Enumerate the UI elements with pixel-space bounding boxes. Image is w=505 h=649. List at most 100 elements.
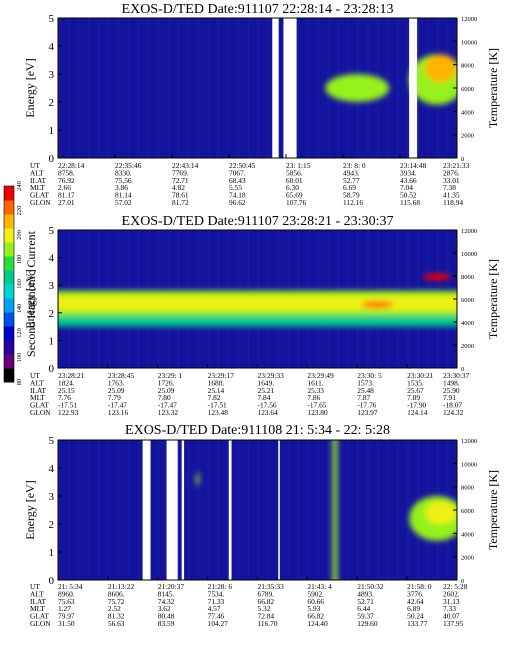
texture-stripe <box>403 18 406 158</box>
orbit-value: 1611. <box>307 378 324 387</box>
data-gap <box>409 18 418 158</box>
orbit-value: 27.01 <box>58 198 75 207</box>
texture-stripe <box>117 440 120 580</box>
orbit-value: 1535. <box>407 378 424 387</box>
orbit-value: 123.32 <box>158 408 179 417</box>
y-tick-label: 5 <box>49 225 55 237</box>
texture-stripe <box>131 440 133 580</box>
orbit-value: 21:35:33 <box>258 582 285 591</box>
orbit-value: 104.27 <box>208 619 229 628</box>
texture-stripe <box>207 18 210 158</box>
orbit-value: 7.76 <box>58 393 71 402</box>
texture-stripe <box>284 440 286 580</box>
y-tick-label: 1 <box>49 547 55 559</box>
orbit-value: 81.72 <box>172 198 189 207</box>
texture-stripe <box>144 18 147 158</box>
plot-area <box>58 18 457 158</box>
texture-stripe <box>260 18 263 158</box>
orbit-row-label: MLT <box>30 393 45 402</box>
y-tick-label: 1 <box>49 125 55 137</box>
orbit-value: 25.90 <box>443 386 460 395</box>
texture-stripe <box>164 440 167 580</box>
orbit-value: 83.59 <box>158 619 175 628</box>
orbit-value: 31.50 <box>58 619 75 628</box>
colorbar-segment <box>4 326 14 341</box>
orbit-value: 21:28: 6 <box>208 582 233 591</box>
orbit-value: 2.66 <box>58 183 71 192</box>
texture-stripe <box>247 18 250 158</box>
texture-stripe <box>407 440 409 580</box>
orbit-value: 1649. <box>258 378 275 387</box>
texture-stripe <box>197 18 200 158</box>
orbit-value: 4893. <box>357 589 374 598</box>
texture-stripe <box>194 18 196 158</box>
texture-stripe <box>247 440 250 580</box>
orbit-value: 123.48 <box>208 408 229 417</box>
texture-stripe <box>324 440 326 580</box>
texture-stripe <box>58 18 60 158</box>
plot-background <box>58 440 457 580</box>
y2-axis-label: Temperature [K] <box>486 470 500 550</box>
texture-stripe <box>207 440 210 580</box>
orbit-value: 60.66 <box>307 597 324 606</box>
y-tick-label: 0 <box>49 153 55 165</box>
intensity-features <box>58 273 457 327</box>
data-gap <box>166 440 178 580</box>
orbit-value: 22:50:45 <box>229 161 256 170</box>
colorbar-segment <box>4 312 14 327</box>
texture-stripe <box>107 18 110 158</box>
texture-stripe <box>377 440 379 580</box>
texture-stripe <box>300 440 303 580</box>
texture-stripe <box>250 18 253 158</box>
texture-stripe <box>254 440 256 580</box>
orbit-value: 1688. <box>208 378 225 387</box>
orbit-value: 5902. <box>307 589 324 598</box>
texture-stripe <box>131 18 133 158</box>
orbit-value: 133.77 <box>407 619 428 628</box>
texture-stripe <box>314 440 316 580</box>
orbit-value: 8758. <box>58 168 75 177</box>
orbit-value: 23: 8: 0 <box>343 161 366 170</box>
data-gap <box>228 440 232 580</box>
texture-stripe <box>91 18 93 158</box>
colorbar-tick-label: 180 <box>16 255 23 265</box>
texture-stripe <box>141 440 143 580</box>
orbit-value: 1498. <box>443 378 460 387</box>
intensity-blob <box>425 54 457 83</box>
y2-tick-label: 12000 <box>461 16 477 23</box>
orbit-value: 2.52 <box>108 604 121 613</box>
texture-stripe <box>134 440 137 580</box>
orbit-value: 65.69 <box>286 191 303 200</box>
data-gap <box>278 440 280 580</box>
texture-stripe <box>240 18 243 158</box>
texture-stripe <box>157 440 160 580</box>
texture-stripe <box>240 440 243 580</box>
y-tick-label: 4 <box>49 463 55 475</box>
orbit-row-label: UT <box>30 371 40 380</box>
colorbar-tick-label: 80 <box>16 379 23 386</box>
texture-stripe <box>387 440 389 580</box>
colorbar-tick-label: 120 <box>16 328 23 338</box>
texture-stripe <box>234 18 236 158</box>
orbit-value: 22:28:14 <box>58 161 85 170</box>
orbit-value: 21:13:22 <box>108 582 135 591</box>
texture-stripe <box>254 18 256 158</box>
y2-tick-label: 0 <box>461 156 464 163</box>
texture-stripe <box>61 440 63 580</box>
orbit-row-label: ALT <box>30 378 44 387</box>
y2-tick-label: 8000 <box>461 274 474 281</box>
texture-stripe <box>304 440 306 580</box>
orbit-value: 58.79 <box>343 191 360 200</box>
orbit-row-label: ILAT <box>30 176 46 185</box>
orbit-row-label: ILAT <box>30 597 46 606</box>
orbit-value: 123.80 <box>307 408 328 417</box>
texture-stripe <box>317 18 320 158</box>
orbit-value: 23:28:21 <box>58 371 85 380</box>
orbit-value: 4943. <box>343 168 360 177</box>
orbit-value: 79.97 <box>58 612 75 621</box>
orbit-value: -17.51 <box>208 401 227 410</box>
orbit-value: 25.33 <box>307 386 324 395</box>
texture-stripe <box>101 18 103 158</box>
texture-stripe <box>124 18 127 158</box>
orbit-value: 7769. <box>172 168 189 177</box>
